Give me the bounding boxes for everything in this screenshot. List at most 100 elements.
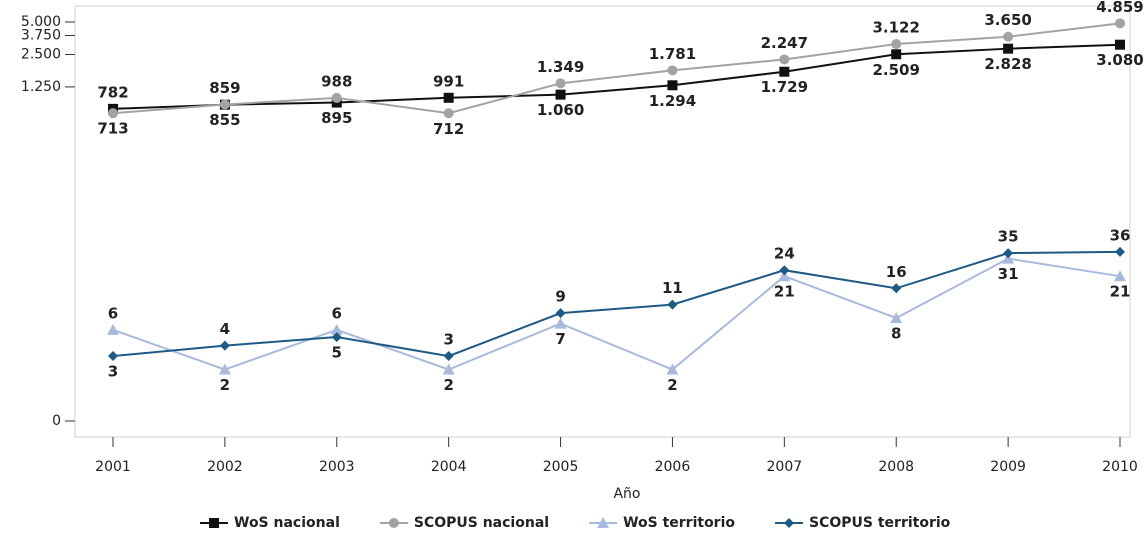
value-label: 712 xyxy=(433,120,464,138)
series-line xyxy=(112,257,1121,371)
data-point xyxy=(667,299,678,310)
value-label: 859 xyxy=(209,79,240,97)
data-point xyxy=(666,363,679,375)
x-tick-label: 2003 xyxy=(319,459,355,475)
value-label: 1.349 xyxy=(537,58,584,76)
value-label: 11 xyxy=(662,279,683,297)
value-label: 3.122 xyxy=(872,19,919,37)
value-label: 1.781 xyxy=(649,45,696,63)
data-point xyxy=(442,363,455,375)
legend-marker xyxy=(209,518,219,528)
legend-marker xyxy=(784,518,795,528)
value-label: 3.080 xyxy=(1096,51,1143,69)
value-label: 2.828 xyxy=(984,55,1031,73)
series-line xyxy=(112,22,1121,115)
data-point xyxy=(667,65,678,76)
data-point xyxy=(1003,43,1014,54)
data-point xyxy=(108,108,118,119)
data-point xyxy=(555,308,566,319)
value-label: 991 xyxy=(433,72,464,90)
data-point xyxy=(219,99,230,110)
y-tick-label: 5.000 xyxy=(21,14,61,30)
data-point xyxy=(219,340,230,351)
x-tick-label: 2001 xyxy=(95,459,131,475)
value-label: 6 xyxy=(108,304,118,322)
data-point xyxy=(779,54,790,65)
data-point xyxy=(891,283,902,294)
data-point xyxy=(1115,18,1125,29)
legend-label: WoS territorio xyxy=(623,515,735,531)
data-point xyxy=(1002,252,1015,264)
value-label: 31 xyxy=(998,265,1019,283)
y-tick-label: 1.250 xyxy=(21,79,61,95)
data-point xyxy=(1114,270,1126,282)
legend-label: SCOPUS territorio xyxy=(809,515,951,531)
value-label: 4.859 xyxy=(1096,0,1143,16)
series-line xyxy=(112,43,1121,110)
value-label: 21 xyxy=(1110,283,1131,301)
value-label: 1.060 xyxy=(537,101,584,119)
value-label: 3.650 xyxy=(984,11,1031,29)
value-label: 3 xyxy=(443,331,453,349)
series-line xyxy=(112,250,1121,358)
data-point xyxy=(778,270,791,282)
value-label: 988 xyxy=(321,72,352,90)
value-label: 9 xyxy=(555,288,565,306)
x-axis-label: Año xyxy=(613,486,640,502)
value-label: 1.729 xyxy=(761,78,808,96)
data-point xyxy=(779,265,790,276)
legend-label: SCOPUS nacional xyxy=(414,515,549,531)
value-label: 7 xyxy=(555,330,565,348)
data-point xyxy=(1003,248,1014,259)
value-label: 1.294 xyxy=(649,92,696,110)
data-point xyxy=(555,78,566,89)
value-label: 2 xyxy=(443,376,453,394)
x-tick-label: 2007 xyxy=(767,459,803,475)
y-tick-label: 3.750 xyxy=(21,27,61,43)
data-point xyxy=(107,323,119,335)
value-label: 6 xyxy=(332,304,342,322)
data-point xyxy=(1115,39,1125,50)
x-tick-label: 2008 xyxy=(878,459,914,475)
x-tick-label: 2010 xyxy=(1102,459,1138,475)
data-point xyxy=(891,39,902,50)
value-label: 21 xyxy=(774,283,795,301)
value-label: 2 xyxy=(220,376,230,394)
x-tick-label: 2002 xyxy=(207,459,243,475)
value-label: 895 xyxy=(321,109,352,127)
x-tick-label: 2009 xyxy=(990,459,1026,475)
data-point xyxy=(443,351,454,362)
data-point xyxy=(779,66,790,77)
value-label: 3 xyxy=(108,363,118,381)
data-point xyxy=(330,323,343,335)
data-point xyxy=(555,89,566,100)
value-label: 855 xyxy=(209,111,240,129)
value-label: 24 xyxy=(774,245,795,263)
value-label: 2.247 xyxy=(761,34,808,52)
data-point xyxy=(443,92,454,103)
value-label: 713 xyxy=(97,120,128,138)
value-label: 8 xyxy=(891,325,901,343)
y-tick-label: 0 xyxy=(52,413,61,429)
data-point xyxy=(108,351,118,362)
value-label: 2.509 xyxy=(872,61,919,79)
value-label: 35 xyxy=(998,228,1019,246)
x-tick-label: 2006 xyxy=(655,459,691,475)
plot-frame xyxy=(74,5,1131,438)
data-point xyxy=(890,312,903,324)
data-point xyxy=(667,80,678,91)
value-label: 36 xyxy=(1110,226,1131,244)
data-point xyxy=(218,363,231,375)
legend-marker xyxy=(597,517,610,528)
x-tick-label: 2005 xyxy=(543,459,579,475)
value-label: 2 xyxy=(667,376,677,394)
legend-marker xyxy=(388,518,399,528)
data-point xyxy=(331,332,342,343)
value-label: 16 xyxy=(886,263,907,281)
data-point xyxy=(443,108,454,119)
data-point xyxy=(891,49,902,60)
data-point xyxy=(1115,246,1125,257)
data-point xyxy=(331,92,342,103)
y-tick-label: 2.500 xyxy=(21,46,61,62)
